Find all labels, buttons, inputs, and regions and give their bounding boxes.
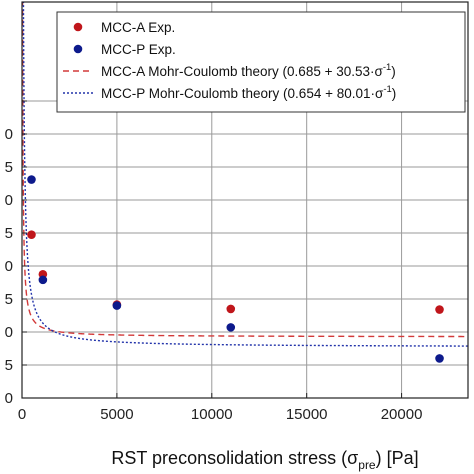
x-axis-title-sigma: σ <box>347 448 358 468</box>
x-axis-title-subscript: pre <box>358 458 376 472</box>
y-tick-label: 5 <box>5 159 13 176</box>
data-point-series-0 <box>226 304 236 314</box>
y-tick-label: 5 <box>5 225 13 242</box>
data-point-series-0 <box>435 305 444 314</box>
x-axis-title-unit: ) [Pa] <box>376 448 419 468</box>
x-tick-label: 10000 <box>191 406 233 423</box>
theory-curve-3 <box>22 2 468 347</box>
y-tick-label: 0 <box>5 324 13 341</box>
legend: MCC-A Exp. MCC-P Exp. MCC-A Mohr-Coulomb t… <box>56 11 466 113</box>
y-tick-label: 0 <box>5 192 13 209</box>
y-tick-label: 5 <box>5 357 13 374</box>
y-tick-label: 0 <box>5 126 13 143</box>
legend-entry: MCC-A Exp. <box>101 20 175 35</box>
x-axis-title-main: RST preconsolidation stress ( <box>111 448 347 468</box>
theory-curves <box>22 2 468 347</box>
y-tick-label: 0 <box>5 390 13 407</box>
x-tick-label: 5000 <box>100 406 133 423</box>
y-tick-label: 5 <box>5 291 13 308</box>
legend-box <box>56 11 466 113</box>
data-point-series-1 <box>435 354 444 363</box>
legend-swatch-dot <box>73 44 83 54</box>
data-point-series-1 <box>226 323 236 332</box>
legend-entry: MCC-P Mohr-Coulomb theory (0.654 + 80.01… <box>101 84 396 101</box>
x-axis-title: RST preconsolidation stress (σpre) [Pa] <box>111 448 418 472</box>
legend-entry: MCC-P Exp. <box>101 42 176 57</box>
experimental-points <box>27 175 444 363</box>
y-tick-label: 0 <box>5 258 13 275</box>
data-point-series-1 <box>112 301 122 310</box>
data-point-series-1 <box>27 175 36 184</box>
x-tick-label: 15000 <box>286 406 328 423</box>
theory-curve-2 <box>22 2 468 338</box>
data-point-series-0 <box>27 230 36 239</box>
x-tick-label: 0 <box>18 406 26 423</box>
legend-swatch-dot <box>73 22 83 32</box>
legend-entry: MCC-A Mohr-Coulomb theory (0.685 + 30.53… <box>101 62 396 79</box>
data-point-series-1 <box>38 275 48 285</box>
x-tick-label: 20000 <box>381 406 423 423</box>
